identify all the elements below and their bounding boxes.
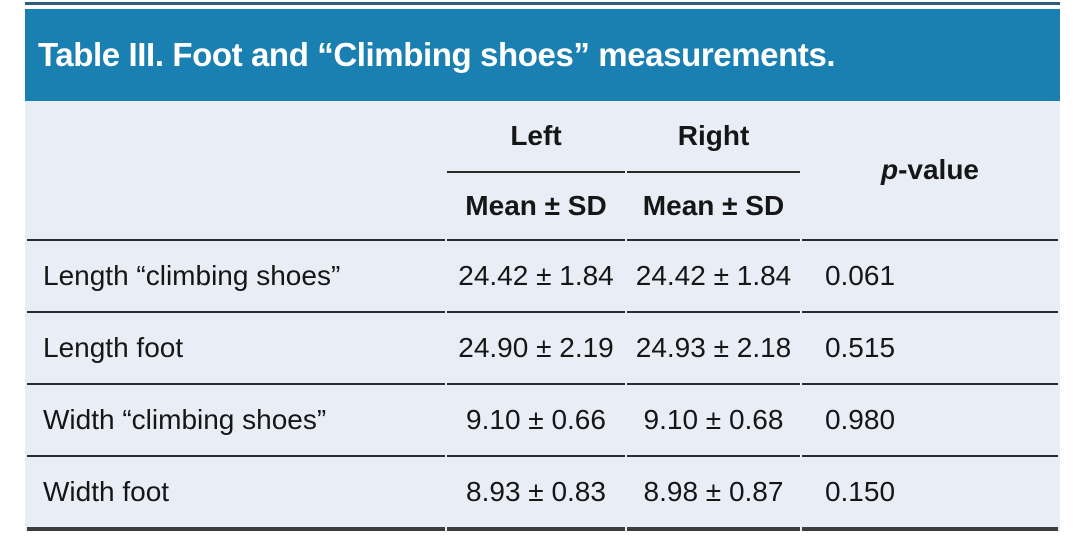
subheader-left-mean-sd: Mean ± SD <box>447 173 625 241</box>
header-corner-cell <box>27 101 445 241</box>
subheader-right-mean-sd: Mean ± SD <box>627 173 800 241</box>
cell-right-mean-sd: 8.98 ± 0.87 <box>627 457 800 531</box>
row-label: Width “climbing shoes” <box>27 385 445 457</box>
cell-left-mean-sd: 8.93 ± 0.83 <box>447 457 625 531</box>
row-label: Length “climbing shoes” <box>27 241 445 313</box>
table-row: Length “climbing shoes” 24.42 ± 1.84 24.… <box>27 241 1058 313</box>
header-p-value: p-value <box>802 101 1058 241</box>
cell-left-mean-sd: 24.42 ± 1.84 <box>447 241 625 313</box>
measurements-table: Left Right p-value Mean ± SD Mean ± SD L… <box>25 101 1060 531</box>
cell-left-mean-sd: 9.10 ± 0.66 <box>447 385 625 457</box>
cell-p-value: 0.515 <box>802 313 1058 385</box>
table-row: Width “climbing shoes” 9.10 ± 0.66 9.10 … <box>27 385 1058 457</box>
cell-right-mean-sd: 24.93 ± 2.18 <box>627 313 800 385</box>
table-iii-container: Table III. Foot and “Climbing shoes” mea… <box>25 2 1060 531</box>
header-row-subheaders: Mean ± SD Mean ± SD <box>27 173 1058 241</box>
header-left-group: Left <box>447 101 625 173</box>
header-right-group: Right <box>627 101 800 173</box>
row-label: Width foot <box>27 457 445 531</box>
cell-p-value: 0.150 <box>802 457 1058 531</box>
table-title: Table III. Foot and “Climbing shoes” mea… <box>38 36 836 73</box>
cell-left-mean-sd: 24.90 ± 2.19 <box>447 313 625 385</box>
table-title-band: Table III. Foot and “Climbing shoes” mea… <box>25 9 1060 101</box>
cell-right-mean-sd: 24.42 ± 1.84 <box>627 241 800 313</box>
cell-right-mean-sd: 9.10 ± 0.68 <box>627 385 800 457</box>
table-row: Length foot 24.90 ± 2.19 24.93 ± 2.18 0.… <box>27 313 1058 385</box>
p-value-suffix: -value <box>898 154 980 185</box>
cell-p-value: 0.980 <box>802 385 1058 457</box>
row-label: Length foot <box>27 313 445 385</box>
cell-p-value: 0.061 <box>802 241 1058 313</box>
table-row: Width foot 8.93 ± 0.83 8.98 ± 0.87 0.150 <box>27 457 1058 531</box>
p-value-italic-p: p <box>880 154 899 185</box>
header-row-groups: Left Right p-value <box>27 101 1058 241</box>
table-top-rule <box>25 2 1060 5</box>
